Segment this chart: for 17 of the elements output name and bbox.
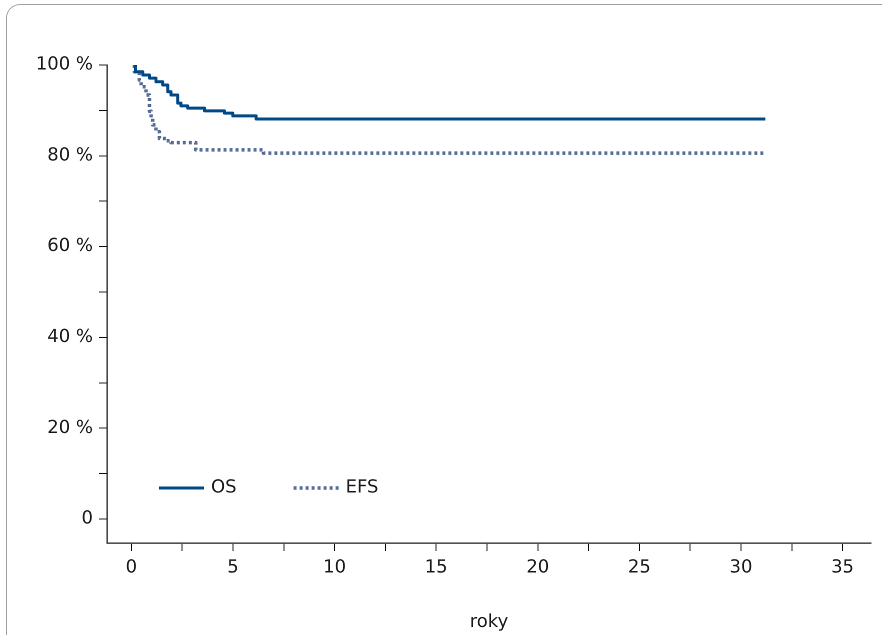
x-tick-label: 30 [730, 556, 752, 578]
x-tick-label: 35 [831, 556, 854, 578]
x-tick-label: 10 [323, 556, 346, 578]
y-tick-label: 0 [82, 508, 93, 529]
x-tick-label: 0 [126, 556, 138, 578]
x-axis-title: roky [470, 610, 509, 632]
y-tick-label: 100 % [36, 54, 93, 75]
y-tick-label: 80 % [47, 144, 93, 166]
x-tick-label: 15 [424, 556, 448, 578]
legend-label: OS [211, 476, 237, 498]
x-tick-label: 5 [227, 556, 239, 578]
y-tick-label: 40 % [47, 326, 93, 348]
y-tick-label: 60 % [47, 235, 93, 256]
x-tick-label: 20 [526, 556, 550, 578]
legend-label: EFS [346, 476, 378, 498]
x-tick-label: 25 [628, 556, 651, 578]
y-tick-label: 20 % [47, 416, 93, 438]
